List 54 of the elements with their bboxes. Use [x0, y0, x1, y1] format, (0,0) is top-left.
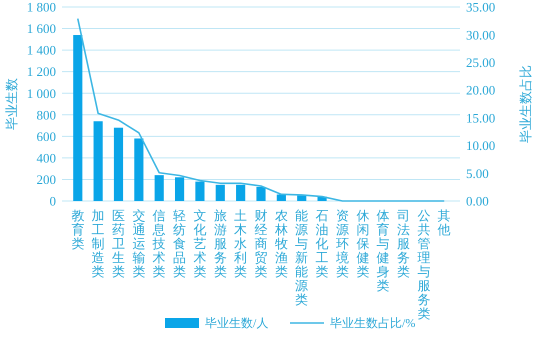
x-tick-label: 农林牧渔类: [274, 208, 288, 279]
x-tick-label: 石油化工类: [316, 208, 329, 279]
x-tick-label: 轻纺食品类: [173, 208, 186, 279]
bar: [256, 186, 266, 201]
y2-tick-label: 5.00: [466, 166, 489, 181]
bar: [73, 35, 82, 201]
y2-tick-label: 20.00: [466, 82, 496, 98]
y-tick-label: 0: [50, 194, 56, 209]
bar: [216, 184, 225, 201]
bar: [94, 121, 103, 201]
bar: [276, 194, 286, 201]
y-tick-label: 200: [36, 172, 56, 187]
x-tick-label: 土木水利类: [234, 208, 248, 279]
y-tick-label: 600: [36, 128, 56, 144]
line-series: [76, 18, 446, 202]
y-tick-label: 1 200: [26, 64, 56, 80]
x-tick-label: 交通运输类: [132, 208, 146, 279]
bar: [154, 175, 164, 201]
y2-axis-title: 毕业生数占比: [518, 65, 533, 143]
x-tick-label: 医药卫生类: [112, 208, 125, 279]
y-tick-label: 1 600: [26, 21, 56, 36]
y-tick-label: 400: [36, 150, 56, 166]
bar: [174, 177, 184, 201]
x-tick-label: 信息技术类: [152, 208, 166, 279]
legend-label: 毕业生数/人: [205, 316, 268, 330]
x-tick-label: 资源环境类: [334, 208, 349, 279]
bar: [195, 182, 205, 201]
y2-tick-label: 25.00: [466, 54, 496, 70]
bar: [114, 128, 124, 201]
x-tick-label: 公共管理与服务类: [417, 208, 430, 321]
x-tick-label: 休闲保健类: [356, 208, 370, 279]
y2-tick-label: 30.00: [466, 27, 496, 42]
y-tick-label: 800: [36, 107, 56, 122]
legend-label: 毕业生数占比/%: [330, 316, 416, 330]
y-tick-label: 1 800: [26, 0, 56, 15]
x-tick-label: 司法服务类: [397, 208, 410, 279]
x-tick-label: 文化艺术类: [193, 208, 206, 279]
y2-tick-label: 35.00: [466, 0, 496, 15]
x-tick-label: 财经商贸类: [254, 208, 268, 279]
x-tick-label: 加工制造类: [92, 208, 105, 279]
y-tick-label: 1 000: [26, 86, 56, 101]
y-tick-label: 1 400: [26, 42, 56, 58]
y-axis-title: 毕业生数: [4, 78, 19, 130]
x-tick-label: 能源与新能源类: [295, 208, 308, 307]
bar: [236, 184, 246, 201]
x-tick-label: 教育类: [71, 208, 84, 251]
bar: [297, 196, 306, 201]
x-tick-label: 体育与健身类: [376, 208, 390, 293]
x-tick-label: 其他: [438, 208, 451, 237]
y2-tick-label: 15.00: [466, 110, 496, 126]
x-tick-label: 旅游服务类: [214, 208, 227, 279]
y2-tick-label: 10.00: [466, 138, 496, 154]
y2-tick-label: 0.00: [466, 194, 489, 209]
bar: [134, 138, 144, 201]
